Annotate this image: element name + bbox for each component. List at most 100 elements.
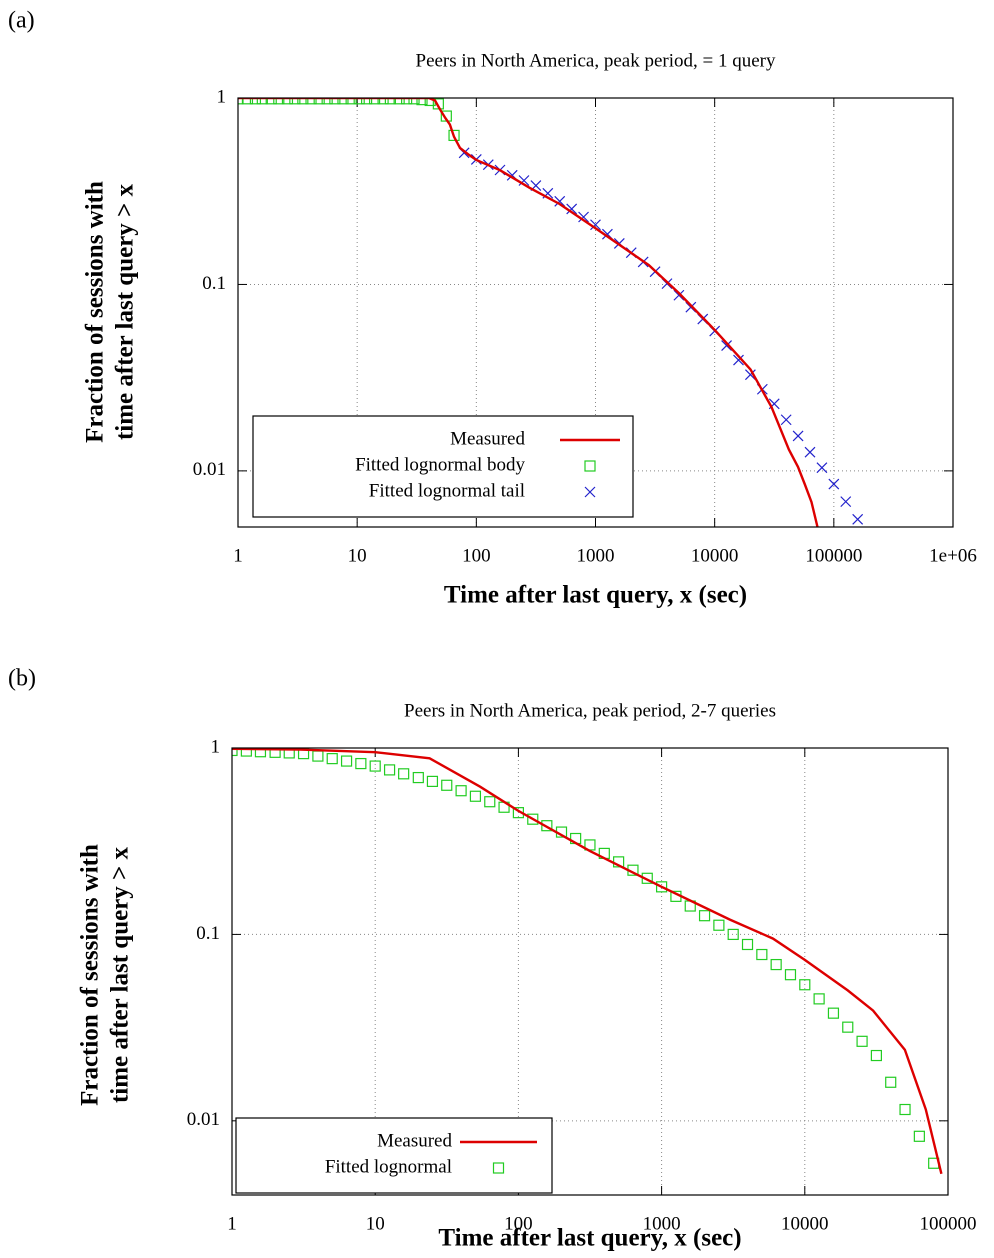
square-marker — [541, 820, 553, 832]
y-axis-label: time after last query > x — [107, 846, 134, 1103]
y-tick-label: 0.01 — [187, 1109, 220, 1130]
x-axis-label: Time after last query, x (sec) — [444, 582, 747, 609]
square-marker — [727, 928, 739, 941]
x-tick-label: 1000 — [577, 545, 615, 566]
cross-marker — [816, 462, 828, 474]
square-marker — [799, 979, 811, 991]
x-tick-label: 1000 — [643, 1213, 681, 1234]
square-marker — [426, 775, 439, 787]
square-marker — [756, 948, 768, 961]
square-marker — [432, 98, 444, 110]
legend-swatch — [492, 1162, 505, 1174]
x-tick-label: 1e+06 — [929, 545, 977, 566]
legend-label: Fitted lognormal body — [355, 454, 525, 475]
legend-box — [235, 1117, 553, 1194]
legend-label: Measured — [450, 428, 525, 449]
x-tick-label: 100000 — [805, 545, 862, 566]
square-marker — [448, 129, 460, 142]
square-marker — [254, 748, 267, 758]
panel-label: (a) — [8, 8, 35, 34]
square-marker — [885, 1076, 897, 1088]
cross-marker — [733, 354, 744, 366]
square-marker — [398, 768, 410, 780]
plot-area — [238, 98, 864, 527]
x-tick-label: 100 — [462, 545, 491, 566]
square-marker — [355, 757, 367, 770]
y-axis-label: Fraction of sessions with — [82, 181, 109, 443]
x-axis-label: Time after last query, x (sec) — [438, 1225, 741, 1252]
square-marker — [827, 1007, 840, 1019]
x-tick-label: 10 — [348, 545, 367, 566]
x-tick-label: 1 — [233, 545, 243, 566]
legend-box — [252, 415, 634, 518]
square-marker — [469, 790, 482, 802]
cross-marker — [673, 289, 685, 301]
cross-marker — [566, 203, 578, 215]
square-marker — [383, 764, 396, 776]
x-tick-label: 10000 — [781, 1213, 829, 1234]
y-tick-label: 1 — [217, 86, 227, 107]
square-marker — [441, 779, 453, 791]
y-axis-label: time after last query > x — [112, 183, 139, 440]
cross-marker — [828, 478, 840, 490]
legend-label: Fitted lognormal — [325, 1156, 452, 1177]
x-tick-label: 10 — [366, 1213, 385, 1234]
square-marker — [283, 748, 295, 759]
square-marker — [484, 796, 496, 808]
chart-title: Peers in North America, peak period, 2-7… — [404, 700, 776, 721]
square-marker — [240, 748, 252, 757]
square-marker — [770, 958, 782, 971]
square-marker — [870, 1049, 883, 1062]
x-tick-label: 10000 — [691, 545, 739, 566]
cross-marker — [721, 340, 733, 351]
square-marker — [856, 1035, 868, 1047]
x-tick-label: 1 — [227, 1213, 237, 1234]
square-marker — [340, 755, 353, 767]
square-marker — [842, 1021, 854, 1033]
square-marker — [698, 910, 711, 922]
legend-swatch — [584, 460, 596, 472]
x-tick-label: 100 — [504, 1213, 533, 1234]
plot-frame — [231, 747, 949, 1196]
square-marker — [369, 760, 381, 772]
cross-marker — [792, 430, 804, 442]
plot-frame — [237, 97, 954, 528]
cross-marker — [804, 446, 816, 458]
cross-marker — [554, 195, 566, 207]
legend-label: Fitted lognormal tail — [369, 480, 525, 501]
square-marker — [312, 750, 324, 762]
measured-line — [232, 748, 943, 1175]
square-marker — [713, 919, 725, 931]
legend-swatch — [584, 486, 596, 498]
cross-marker — [590, 219, 601, 231]
panel-label: (b) — [8, 666, 36, 692]
y-tick-label: 0.1 — [202, 273, 226, 294]
square-marker — [655, 881, 668, 893]
plot-area — [232, 748, 943, 1175]
cross-marker — [578, 211, 589, 223]
measured-line — [238, 98, 819, 527]
y-axis-label: Fraction of sessions with — [77, 844, 104, 1106]
square-marker — [455, 785, 467, 797]
square-marker — [741, 938, 754, 951]
cross-marker — [780, 414, 792, 426]
cross-marker — [852, 513, 864, 525]
square-marker — [326, 753, 338, 765]
square-marker — [412, 771, 424, 784]
y-tick-label: 0.1 — [196, 923, 220, 944]
square-marker — [269, 748, 281, 758]
y-tick-label: 1 — [211, 736, 221, 757]
x-tick-label: 100000 — [920, 1213, 977, 1234]
cross-marker — [840, 496, 852, 508]
chart-title: Peers in North America, peak period, = 1… — [416, 50, 776, 71]
cross-marker — [744, 369, 756, 381]
square-marker — [813, 993, 825, 1005]
square-marker — [784, 969, 797, 981]
square-marker — [899, 1103, 911, 1116]
y-tick-label: 0.01 — [193, 459, 226, 480]
legend-label: Measured — [377, 1130, 452, 1151]
square-marker — [232, 748, 238, 757]
square-marker — [913, 1130, 925, 1142]
square-marker — [527, 813, 539, 825]
